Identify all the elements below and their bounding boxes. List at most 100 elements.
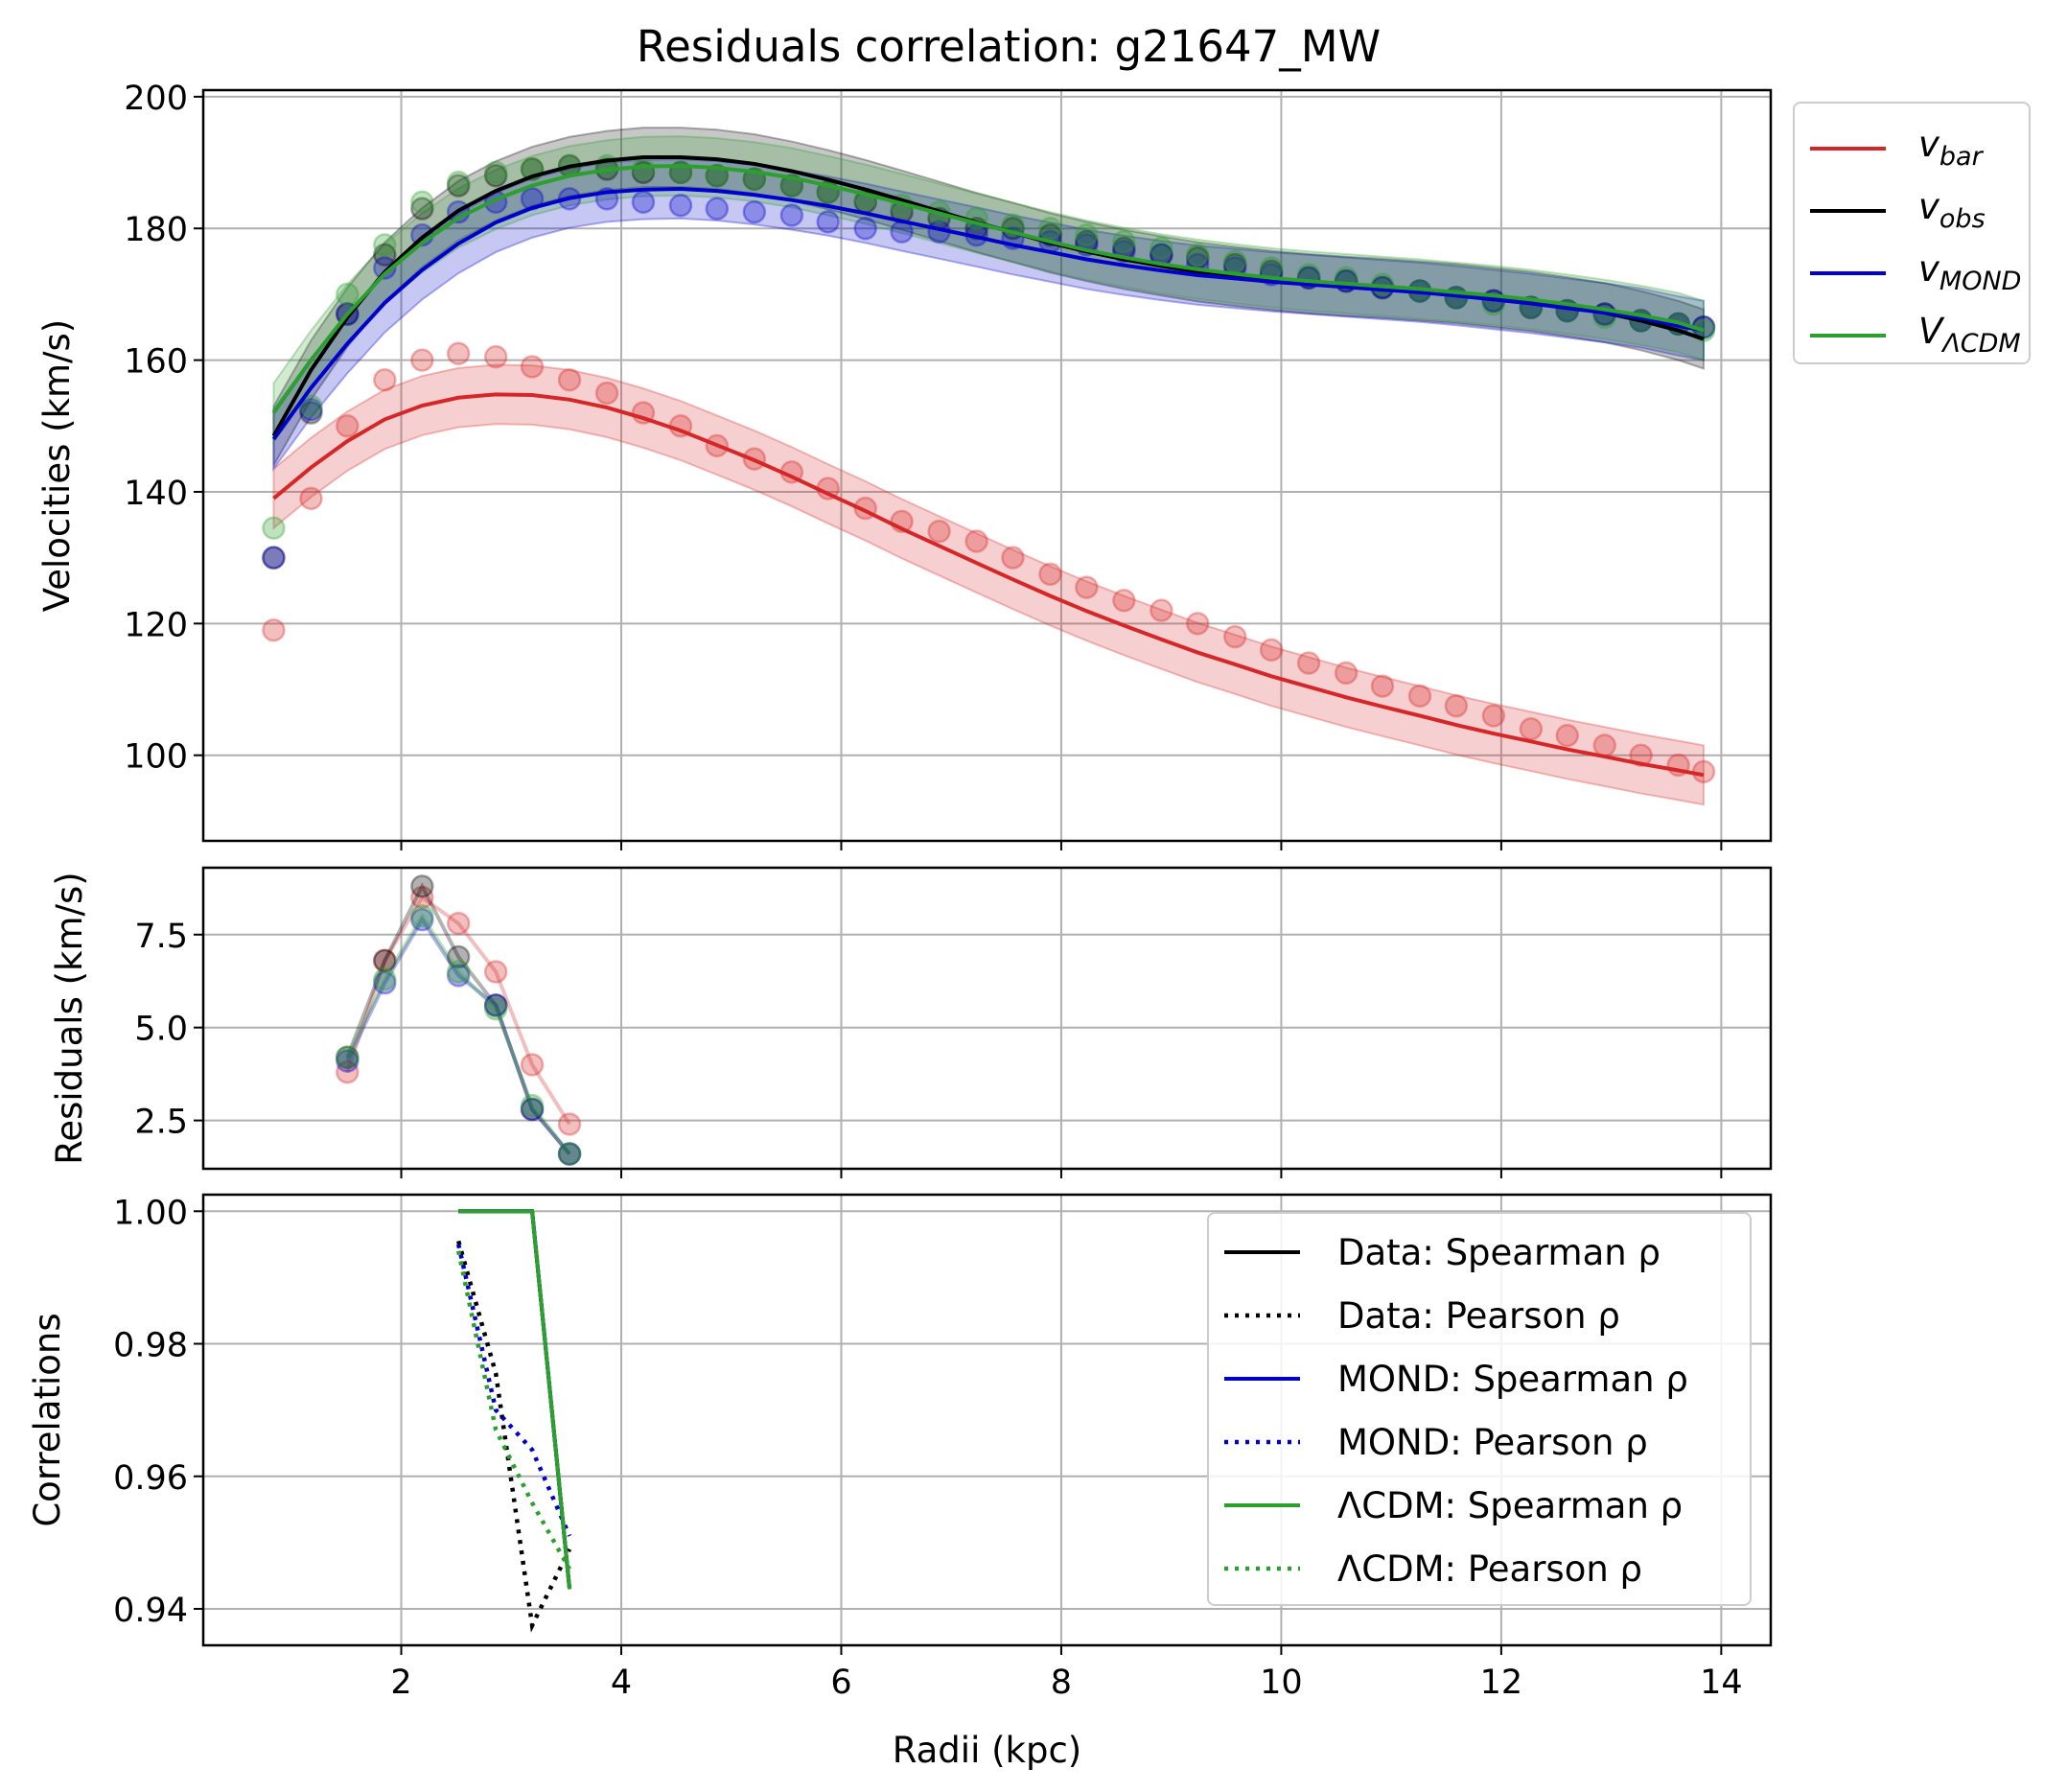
bar-data-point — [1185, 612, 1210, 636]
mond-residual-point — [557, 1142, 582, 1166]
legend-label: vMOND — [1918, 248, 2021, 296]
mond-residual-point — [336, 1049, 360, 1073]
bar-residual-point — [557, 1112, 582, 1136]
bar-data-point — [410, 348, 434, 372]
lcdm-dotted-correlation-line — [455, 1250, 572, 1571]
plot-area — [262, 127, 1716, 806]
bar-data-point — [1629, 743, 1653, 767]
legend-label: MOND: Spearman ρ — [1337, 1359, 1688, 1400]
legend-label-main: v — [1918, 248, 1940, 290]
lcdm-residual-point — [520, 1093, 545, 1118]
bar-data-point — [1444, 693, 1469, 718]
lcdm-data-point — [483, 160, 508, 185]
obs-data-point — [262, 546, 286, 570]
bar-uncertainty-band — [272, 363, 1706, 806]
legend-label-subscript: MOND — [1939, 267, 2022, 296]
legend-label: VΛCDM — [1918, 311, 2021, 359]
y-axis-label: Velocities (km/s) — [36, 319, 78, 612]
lcdm-residual-point — [446, 960, 471, 984]
mond-data-point — [853, 216, 877, 241]
bar-residual-point — [520, 1053, 545, 1077]
mond-data-point — [705, 197, 730, 221]
bar-residual-point — [373, 948, 397, 973]
bar-data-point — [1038, 562, 1062, 587]
legend-label: ΛCDM: Spearman ρ — [1337, 1485, 1683, 1526]
mond-residual-point — [520, 1097, 545, 1122]
lcdm-data-point — [631, 157, 656, 181]
lcdm-data-point — [1038, 216, 1062, 241]
bar-residual-point — [336, 1059, 360, 1084]
correlation-legend: Data: Spearman ρ Data: Pearson ρ MOND: Spe… — [1207, 1212, 1752, 1606]
mond-data-point — [742, 199, 767, 224]
x-tick-label: 8 — [1051, 1664, 1072, 1702]
legend-label-subscript: ΛCDM — [1940, 329, 2020, 359]
obs-residual-point — [483, 993, 508, 1017]
residuals-panel: 2.5 5.0 7.5 Residuals (km/s) — [49, 866, 1773, 1178]
x-tick-label: 14 — [1700, 1664, 1743, 1702]
obs-residual-point — [446, 944, 471, 969]
chart-title: Residuals correlation: g21647_MW — [637, 21, 1381, 72]
obs-residual-point — [557, 1142, 582, 1166]
bar-data-point — [262, 617, 286, 642]
lcdm-residual-point — [336, 1045, 360, 1069]
bar-data-point — [1001, 546, 1025, 570]
bar-data-point — [1407, 684, 1432, 709]
bar-data-point — [1481, 704, 1506, 728]
legend-label: Data: Pearson ρ — [1337, 1295, 1620, 1337]
lcdm-data-point — [1150, 236, 1173, 261]
bar-data-point — [557, 367, 582, 392]
lcdm-residual-point — [410, 904, 434, 928]
axes-frame — [201, 1193, 1773, 1647]
bar-residual-point — [446, 911, 471, 936]
lcdm-data-point — [1075, 222, 1099, 247]
y-tick-label: 1.00 — [113, 1194, 188, 1232]
bar-data-point — [1334, 661, 1359, 686]
y-axis-label: Correlations — [27, 1313, 68, 1526]
mond-data-point — [779, 203, 804, 227]
axes-frame — [201, 88, 1773, 843]
obs-residual-point — [410, 874, 434, 898]
obs-data-point — [483, 164, 508, 188]
obs-solid-correlation-line — [458, 1209, 572, 1590]
lcdm-data-point — [705, 164, 730, 188]
bar-data-point — [927, 519, 951, 544]
lcdm-data-point — [262, 516, 286, 540]
bar-data-point — [1555, 723, 1579, 748]
bar-data-point — [520, 355, 545, 379]
bar-residual-point — [483, 960, 508, 984]
bar-data-point — [1150, 598, 1173, 622]
bar-data-point — [483, 344, 508, 369]
bar-data-point — [1296, 651, 1321, 675]
lcdm-residual-point — [557, 1142, 582, 1166]
lcdm-data-point — [1185, 243, 1210, 267]
mond-residual-line — [345, 916, 571, 1155]
obs-data-point — [373, 243, 397, 267]
legend-label-main: v — [1918, 186, 1940, 227]
mond-dotted-correlation-line — [455, 1244, 572, 1537]
x-tick-label: 12 — [1480, 1664, 1523, 1702]
lcdm-data-point — [410, 190, 434, 215]
plot-area — [336, 874, 582, 1166]
y-tick-label: 2.5 — [134, 1104, 188, 1142]
bar-data-point — [1519, 716, 1544, 741]
legend-label: vobs — [1918, 186, 1986, 234]
x-tick-label: 4 — [611, 1664, 632, 1702]
y-tick-label: 120 — [124, 606, 188, 644]
lcdm-data-point — [1112, 229, 1136, 254]
obs-residual-point — [520, 1097, 545, 1122]
legend-label: vbar — [1918, 124, 1985, 172]
lcdm-data-point — [1222, 249, 1247, 273]
bar-data-point — [1222, 624, 1247, 649]
lcdm-residual-line — [345, 912, 571, 1155]
mond-fit-line — [271, 187, 1705, 441]
legend-label-main: v — [1918, 124, 1940, 165]
obs-residual-point — [336, 1045, 360, 1069]
y-tick-label: 0.98 — [113, 1327, 188, 1365]
obs-dotted-correlation-line — [456, 1240, 572, 1633]
obs-residual-line — [345, 881, 571, 1155]
mond-solid-correlation-line — [458, 1209, 572, 1590]
correlations-panel: 0.94 0.96 0.98 1.00 2 4 6 8 10 12 14 Correlations Ra… — [27, 1193, 1773, 1771]
lcdm-data-point — [373, 233, 397, 257]
lcdm-solid-correlation-line — [458, 1209, 572, 1590]
